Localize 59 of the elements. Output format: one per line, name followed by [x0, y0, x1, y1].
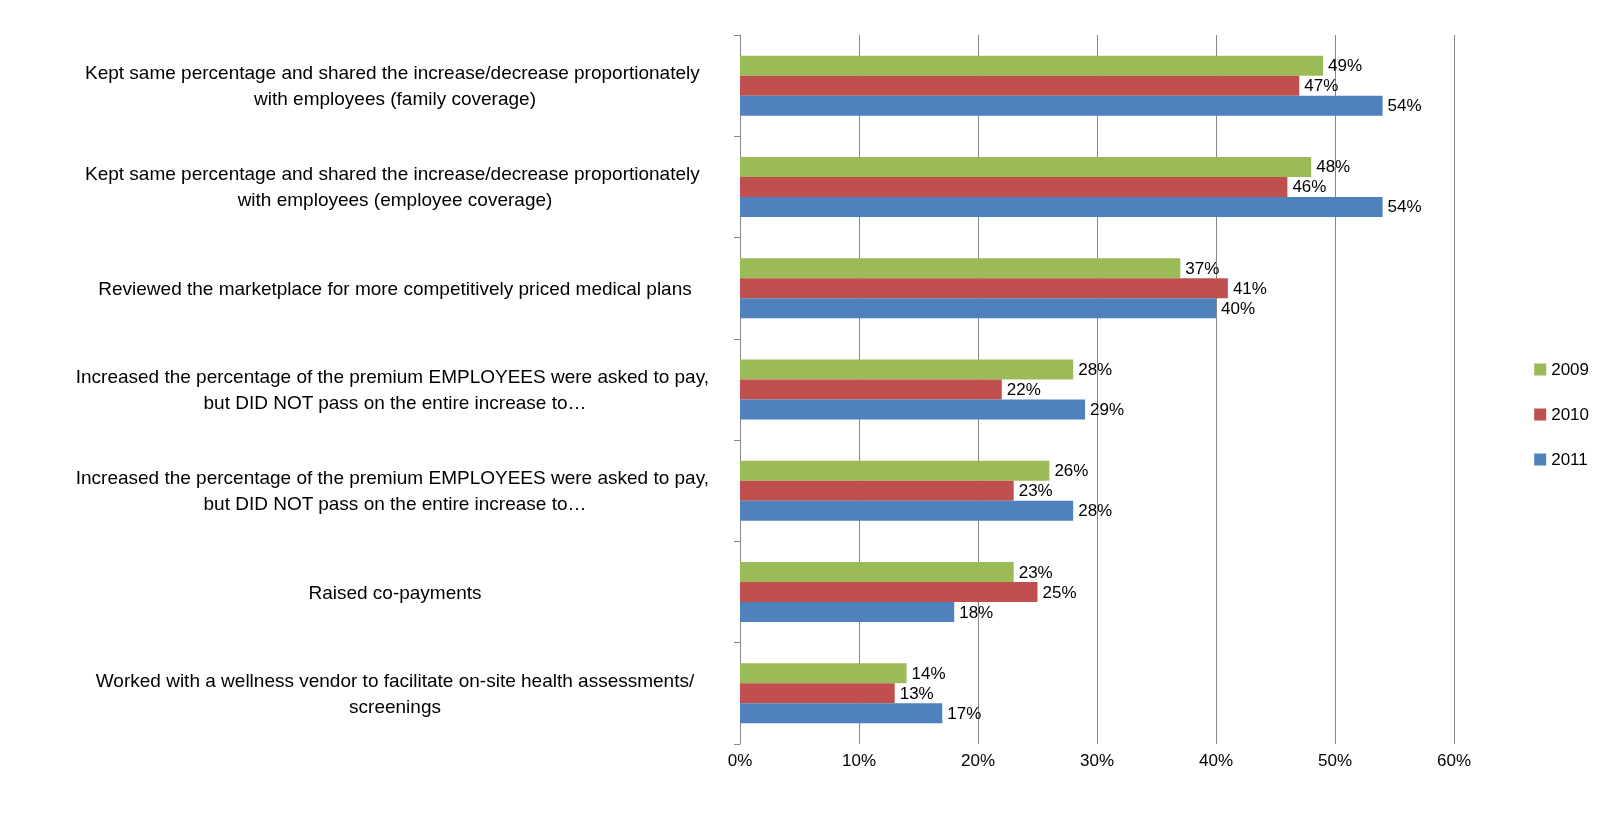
data-label: 23% — [1018, 481, 1053, 501]
bar — [740, 683, 895, 704]
x-tick-label: 30% — [1079, 751, 1115, 770]
bar — [740, 298, 1216, 319]
y-tick-label: Kept same percentage and shared the increase/decrease proportionately with employees (employee coverage) — [84, 163, 706, 211]
bar — [740, 480, 1014, 501]
bar — [740, 278, 1228, 299]
bar — [740, 500, 1074, 521]
bar — [740, 176, 1288, 197]
data-label: 23% — [1018, 562, 1053, 582]
data-label: 40% — [1221, 298, 1256, 318]
legend-label: 2011 — [1551, 450, 1588, 469]
data-label: 29% — [1090, 400, 1125, 419]
data-label: 46% — [1292, 177, 1327, 197]
bar — [740, 562, 1014, 583]
legend-label: 2009 — [1551, 360, 1590, 379]
y-tick-label: Increased the percentage of the premium EMPLOYEES were asked to pay, but DID NOT pass on the entire increase to… — [75, 366, 715, 413]
bar — [740, 582, 1038, 603]
data-label: 49% — [1328, 56, 1363, 76]
bar — [740, 75, 1300, 96]
data-label: 25% — [1042, 582, 1077, 602]
x-tick-label: 20% — [960, 751, 996, 770]
data-label: 22% — [1006, 380, 1041, 399]
legend-label: 2010 — [1551, 405, 1590, 424]
bar — [740, 703, 943, 724]
bar — [740, 602, 955, 623]
data-label: 28% — [1078, 360, 1113, 379]
data-label: 18% — [959, 602, 994, 622]
x-tick-label: 60% — [1436, 751, 1472, 770]
data-label: 47% — [1304, 76, 1339, 96]
y-tick-label: Kept same percentage and shared the increase/decrease proportionately with employees (family coverage) — [84, 62, 706, 110]
bar — [740, 258, 1181, 279]
bar — [740, 196, 1383, 217]
bar — [740, 359, 1074, 380]
y-tick-label: Reviewed the marketplace for more competitively priced medical plans — [98, 277, 692, 299]
bar — [740, 379, 1002, 400]
bar — [740, 663, 907, 684]
y-tick-label: Raised co-payments — [308, 581, 482, 603]
x-tick-label: 40% — [1198, 751, 1234, 770]
data-label: 54% — [1387, 96, 1422, 116]
data-label: 14% — [911, 663, 946, 683]
bar — [740, 95, 1383, 116]
data-label: 48% — [1316, 157, 1351, 177]
data-label: 54% — [1387, 197, 1422, 217]
x-tick-label: 10% — [841, 751, 877, 770]
bar — [740, 156, 1312, 177]
y-tick-label: Increased the percentage of the premium EMPLOYEES were asked to pay, but DID NOT pass on the entire increase to… — [75, 467, 715, 515]
y-tick-label: Worked with a wellness vendor to facilitate on-site health assessments/screenings — [95, 669, 695, 717]
data-label: 41% — [1232, 278, 1267, 298]
data-label: 28% — [1078, 501, 1113, 521]
bar — [740, 399, 1086, 420]
bar — [740, 55, 1324, 76]
data-label: 13% — [899, 683, 934, 703]
data-label: 37% — [1185, 258, 1220, 278]
data-label: 26% — [1054, 461, 1089, 481]
bar — [740, 460, 1050, 481]
x-tick-label: 50% — [1317, 751, 1353, 770]
data-label: 17% — [947, 703, 982, 723]
x-tick-label: 0% — [727, 751, 753, 770]
